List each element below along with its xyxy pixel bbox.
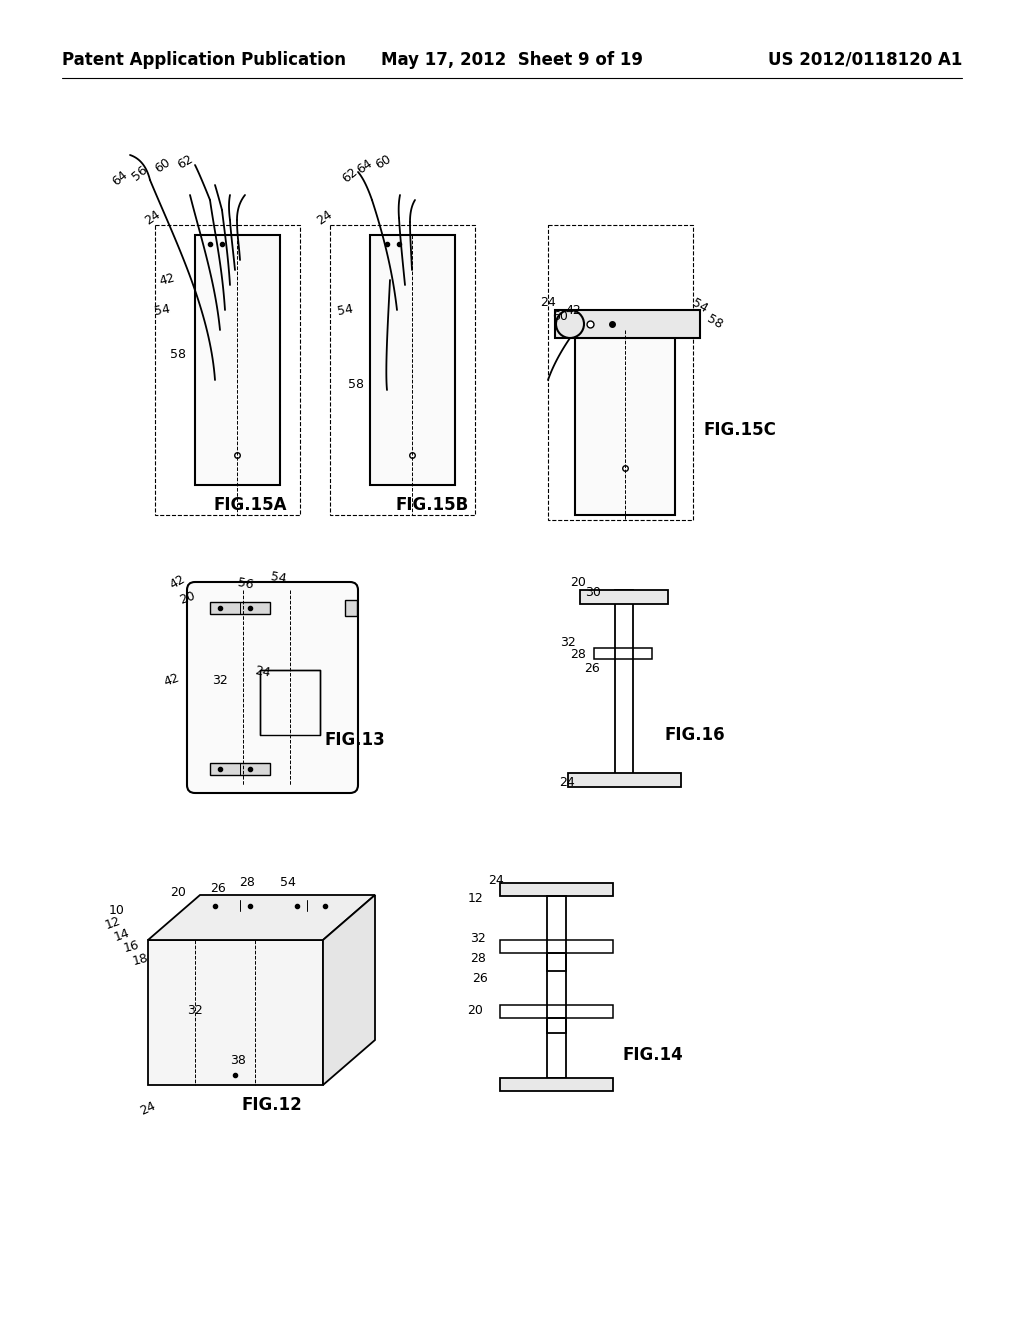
Text: 28: 28	[470, 952, 486, 965]
Bar	[500, 1078, 613, 1092]
Text: FIG.14: FIG.14	[623, 1045, 683, 1064]
Text: 42: 42	[167, 573, 187, 591]
Text: 60: 60	[552, 309, 568, 322]
Text: 12: 12	[468, 891, 484, 904]
Text: May 17, 2012  Sheet 9 of 19: May 17, 2012 Sheet 9 of 19	[381, 51, 643, 69]
Bar	[575, 330, 675, 515]
Text: 54: 54	[336, 302, 354, 318]
Bar	[155, 224, 300, 515]
Text: FIG.15C: FIG.15C	[703, 421, 776, 440]
Bar	[210, 763, 270, 775]
Text: 56: 56	[130, 162, 151, 183]
Bar	[547, 1018, 566, 1078]
Bar	[203, 900, 268, 911]
Bar	[330, 224, 475, 515]
Text: 20: 20	[467, 1003, 483, 1016]
Bar	[345, 601, 357, 616]
Text: 32: 32	[560, 635, 575, 648]
Bar	[547, 953, 566, 1034]
Bar	[285, 900, 337, 911]
Text: 54: 54	[269, 570, 287, 586]
Text: 28: 28	[239, 875, 255, 888]
Text: 58: 58	[348, 379, 364, 392]
Ellipse shape	[556, 310, 584, 338]
Text: 54: 54	[153, 302, 171, 318]
Bar	[580, 590, 668, 605]
Text: 32: 32	[187, 1003, 203, 1016]
Text: 56: 56	[237, 577, 254, 591]
Text: 64: 64	[110, 168, 130, 187]
Text: 18: 18	[131, 952, 150, 969]
Text: 10: 10	[110, 903, 125, 916]
Text: 60: 60	[153, 156, 173, 176]
Polygon shape	[148, 895, 375, 940]
Text: 16: 16	[122, 939, 140, 956]
Text: 62: 62	[175, 152, 195, 172]
Bar	[594, 648, 652, 659]
Text: 24: 24	[314, 209, 335, 228]
Text: 24: 24	[138, 1098, 158, 1117]
Text: 28: 28	[570, 648, 586, 661]
Bar	[555, 310, 700, 338]
Bar	[548, 224, 693, 520]
Text: 14: 14	[113, 927, 132, 944]
Text: 26: 26	[210, 882, 226, 895]
Text: 42: 42	[163, 671, 181, 689]
Text: 24: 24	[488, 874, 504, 887]
Text: 58: 58	[705, 313, 725, 331]
Bar	[615, 590, 633, 775]
Text: FIG.12: FIG.12	[242, 1096, 302, 1114]
FancyBboxPatch shape	[187, 582, 358, 793]
Text: 60: 60	[373, 152, 393, 172]
Text: 26: 26	[472, 972, 487, 985]
Bar	[260, 671, 319, 735]
Text: 20: 20	[570, 576, 586, 589]
Text: 20: 20	[177, 589, 197, 607]
Bar	[195, 235, 280, 484]
Text: 64: 64	[355, 157, 375, 177]
Text: 26: 26	[584, 661, 600, 675]
Text: 62: 62	[340, 165, 360, 185]
Text: 20: 20	[170, 887, 186, 899]
Polygon shape	[323, 895, 375, 1085]
Bar	[500, 940, 613, 953]
Text: FIG.15A: FIG.15A	[213, 496, 287, 513]
Bar	[210, 990, 300, 1049]
Text: 42: 42	[158, 272, 176, 288]
Text: 38: 38	[230, 1053, 246, 1067]
Text: 30: 30	[585, 586, 601, 599]
Text: 32: 32	[212, 673, 228, 686]
Bar	[547, 896, 566, 972]
Text: 24: 24	[540, 296, 556, 309]
Text: 58: 58	[170, 348, 186, 362]
Text: 24: 24	[253, 664, 271, 680]
Text: FIG.16: FIG.16	[665, 726, 725, 744]
Text: 24: 24	[559, 776, 574, 788]
Text: US 2012/0118120 A1: US 2012/0118120 A1	[768, 51, 962, 69]
Text: Patent Application Publication: Patent Application Publication	[62, 51, 346, 69]
Bar	[210, 602, 270, 614]
Bar	[500, 1005, 613, 1018]
Text: 54: 54	[280, 875, 296, 888]
Bar	[370, 235, 455, 484]
Bar	[500, 883, 613, 896]
Bar	[568, 774, 681, 787]
Text: 24: 24	[142, 209, 163, 228]
Text: 42: 42	[565, 304, 581, 317]
Text: 32: 32	[470, 932, 485, 945]
Text: 12: 12	[103, 915, 123, 932]
Text: 54: 54	[690, 297, 710, 315]
Text: FIG.15B: FIG.15B	[395, 496, 469, 513]
Polygon shape	[148, 940, 323, 1085]
Text: FIG.13: FIG.13	[325, 731, 385, 748]
